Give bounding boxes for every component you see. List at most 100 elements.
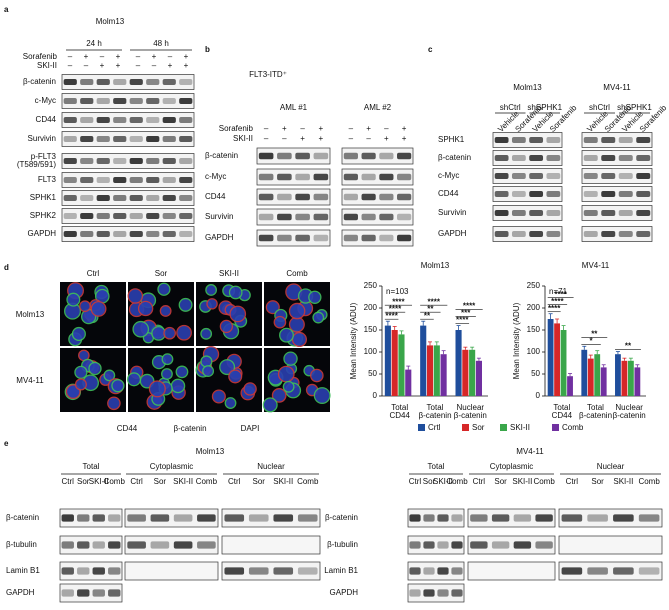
band: [129, 117, 143, 123]
band: [108, 541, 121, 549]
cell: [279, 327, 294, 343]
band: [361, 193, 376, 201]
band: [618, 137, 633, 143]
cell: [200, 327, 213, 340]
band: [63, 231, 77, 237]
band: [258, 152, 274, 160]
timepoint: 48 h: [153, 39, 169, 48]
band: [146, 117, 160, 123]
y-tick-label: 0: [373, 391, 378, 400]
band: [546, 137, 561, 143]
significance: **: [625, 342, 632, 351]
cell: [71, 326, 86, 342]
band: [409, 541, 421, 549]
sign: +: [402, 134, 407, 143]
shrna: shSPHK1: [527, 103, 562, 112]
cell: [308, 290, 322, 304]
y-tick-label: 100: [527, 347, 541, 356]
band: [470, 541, 488, 549]
significance: **: [424, 311, 431, 320]
band: [313, 152, 329, 160]
band: [108, 589, 121, 597]
blot: [407, 535, 465, 555]
group-title: Molm13: [196, 447, 225, 456]
band: [96, 158, 110, 164]
legend-swatch: [500, 424, 507, 431]
significance: ****: [463, 302, 476, 311]
x-tick-label: β-catenin: [454, 411, 487, 420]
band: [146, 195, 160, 201]
band: [63, 117, 77, 123]
band: [129, 195, 143, 201]
blot: [256, 147, 331, 165]
band: [113, 158, 127, 164]
cell: [178, 297, 193, 312]
band: [636, 191, 651, 197]
row-label: FLT3: [38, 175, 57, 184]
cell: [137, 300, 154, 317]
lane-label: Sor: [423, 477, 436, 486]
band: [397, 152, 412, 160]
blot: [59, 561, 123, 581]
row-label: β-catenin: [6, 513, 39, 522]
bar: [398, 334, 405, 396]
cell: [273, 315, 287, 329]
group-title: MV4-11: [516, 447, 544, 456]
y-tick-label: 250: [364, 281, 378, 290]
x-tick-label: CD44: [389, 411, 410, 420]
y-tick-label: 100: [364, 347, 378, 356]
cell: [161, 353, 174, 366]
panel-label: c: [428, 45, 433, 54]
sign: +: [384, 134, 389, 143]
cell: [161, 368, 173, 380]
band: [313, 213, 329, 221]
sign: +: [282, 124, 287, 133]
band: [313, 193, 329, 201]
sign: +: [116, 61, 121, 70]
band: [613, 567, 634, 575]
band: [601, 191, 616, 197]
cell: [200, 355, 213, 368]
band: [179, 98, 193, 104]
band: [313, 234, 329, 242]
band: [63, 158, 77, 164]
row-label: Lamin B1: [6, 566, 40, 575]
band: [529, 155, 544, 161]
cell: [126, 372, 142, 387]
band: [77, 567, 90, 575]
bar: [462, 349, 469, 396]
band: [113, 117, 127, 123]
band: [277, 213, 292, 221]
band: [297, 514, 318, 522]
band: [113, 231, 127, 237]
row-label: SPHK1: [438, 135, 465, 144]
band: [162, 177, 176, 183]
band: [108, 514, 121, 522]
blot: [407, 561, 465, 581]
band: [618, 155, 633, 161]
band: [437, 541, 449, 549]
band: [179, 136, 193, 142]
band: [511, 155, 526, 161]
blot: [341, 168, 414, 186]
bar: [581, 349, 588, 396]
band: [295, 173, 310, 181]
band: [618, 210, 633, 216]
x-tick-label: CD44: [552, 411, 573, 420]
significance: ****: [389, 304, 402, 313]
fraction-label: Total: [83, 462, 100, 471]
sign: +: [84, 52, 89, 61]
band: [343, 193, 358, 201]
fraction-label: Cytoplasmic: [490, 462, 534, 471]
band: [583, 173, 598, 179]
sign: +: [300, 134, 305, 143]
band: [491, 541, 510, 549]
band: [146, 213, 160, 219]
band: [437, 567, 449, 575]
band: [146, 158, 160, 164]
blot: [256, 208, 331, 226]
band: [511, 210, 526, 216]
band: [494, 173, 509, 179]
band: [61, 514, 74, 522]
band: [295, 193, 310, 201]
